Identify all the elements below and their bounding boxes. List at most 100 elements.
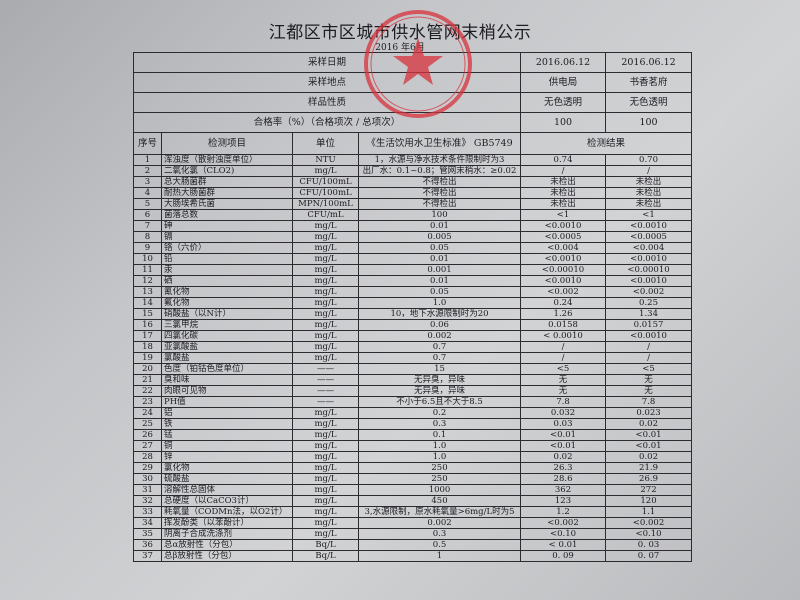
row-unit: mg/L: [292, 473, 359, 485]
row-standard: 0.002: [357, 330, 522, 342]
row-item: 色度（铂钴色度单位）: [161, 363, 293, 375]
row-result-1: 1.2: [520, 506, 607, 518]
table-row: 26 锰 mg/L 0.1 <0.01 <0.01: [133, 429, 693, 441]
table-row: 20 色度（铂钴色度单位） —— 15 <5 <5: [133, 363, 693, 375]
row-result-1: 0.0158: [520, 319, 607, 331]
row-result-2: 272: [605, 484, 693, 496]
row-result-1: /: [520, 165, 607, 177]
row-result-2: 0.02: [605, 418, 693, 430]
row-result-2: <0.01: [605, 440, 693, 452]
row-item: 铬（六价）: [161, 242, 293, 254]
row-result-2: <0.0010: [605, 220, 693, 232]
header-label: 合格率（%）（合格项次 / 总项次）: [132, 112, 522, 133]
row-item: 锰: [161, 429, 293, 441]
row-unit: mg/L: [292, 451, 359, 463]
row-item: 耗氧量（CODMn法，以O2计）: [161, 506, 293, 518]
row-item: 三氯甲烷: [161, 319, 293, 331]
row-unit: mg/L: [292, 495, 359, 507]
row-result-2: 7.8: [605, 396, 693, 408]
header-label: 采样地点: [132, 72, 522, 93]
row-item: 浑浊度（散射浊度单位）: [161, 154, 293, 166]
header-value-2: 无色透明: [605, 92, 693, 113]
row-no: 9: [133, 242, 162, 254]
row-item: 阴离子合成洗涤剂: [161, 528, 293, 540]
row-standard: 250: [357, 462, 522, 474]
row-item: 溶解性总固体: [161, 484, 293, 496]
header-row: 采样地点 供电局 书香茗府: [132, 72, 693, 93]
row-standard: 0.05: [357, 242, 522, 254]
row-no: 28: [133, 451, 162, 463]
row-standard: 0.005: [357, 231, 522, 243]
row-item: 硝酸盐（以N计）: [161, 308, 293, 320]
col-item: 检测项目: [161, 132, 293, 155]
row-unit: mg/L: [292, 297, 359, 309]
row-no: 34: [133, 517, 162, 529]
row-item: 耐热大肠菌群: [161, 187, 293, 199]
row-item: 砷: [161, 220, 293, 232]
row-unit: mg/L: [292, 319, 359, 331]
row-standard: 3,水源限制，原水耗氧量>6mg/L时为5: [357, 506, 522, 518]
row-unit: mg/L: [292, 308, 359, 320]
row-no: 18: [133, 341, 162, 353]
row-result-1: 无: [520, 374, 607, 386]
header-label: 采样日期: [132, 52, 522, 73]
row-result-2: 0.25: [605, 297, 693, 309]
row-no: 6: [133, 209, 162, 221]
row-result-1: 0.24: [520, 297, 607, 309]
row-standard: 1.0: [357, 297, 522, 309]
row-result-1: <5: [520, 363, 607, 375]
row-result-2: <0.10: [605, 528, 693, 540]
row-standard: 不得检出: [357, 187, 522, 199]
row-item: 总硬度（以CaCO3计）: [161, 495, 293, 507]
table-row: 13 氰化物 mg/L 0.05 <0.002 <0.002: [133, 286, 693, 298]
row-result-2: <0.0010: [605, 275, 693, 287]
row-result-2: 0.70: [605, 154, 693, 166]
table-row: 23 PH值 —— 不小于6.5且不大于8.5 7.8 7.8: [133, 396, 693, 408]
table-row: 34 挥发酚类（以苯酚计） mg/L 0.002 <0.002 <0.002: [133, 517, 693, 529]
table-row: 30 硫酸盐 mg/L 250 28.6 26.9: [133, 473, 693, 485]
row-result-2: 1.1: [605, 506, 693, 518]
row-no: 15: [133, 308, 162, 320]
row-item: 氟化物: [161, 297, 293, 309]
row-no: 17: [133, 330, 162, 342]
row-standard: 0.3: [357, 528, 522, 540]
row-no: 25: [133, 418, 162, 430]
row-unit: mg/L: [292, 231, 359, 243]
row-no: 35: [133, 528, 162, 540]
row-item: 菌落总数: [161, 209, 293, 221]
row-result-2: <0.002: [605, 517, 693, 529]
row-unit: ——: [292, 363, 359, 375]
row-result-2: 未检出: [605, 198, 693, 210]
col-no: 序号: [133, 132, 162, 155]
row-result-1: /: [520, 341, 607, 353]
table-row: 3 总大肠菌群 CFU/100mL 不得检出 未检出 未检出: [133, 176, 693, 188]
row-unit: mg/L: [292, 165, 359, 177]
row-no: 27: [133, 440, 162, 452]
table-row: 16 三氯甲烷 mg/L 0.06 0.0158 0.0157: [133, 319, 693, 331]
row-unit: mg/L: [292, 418, 359, 430]
table-row: 8 镉 mg/L 0.005 <0.0005 <0.0005: [133, 231, 693, 243]
row-item: 氯酸盐: [161, 352, 293, 364]
row-no: 10: [133, 253, 162, 265]
header-label: 样品性质: [132, 92, 522, 113]
row-result-2: <1: [605, 209, 693, 221]
row-result-2: 0.02: [605, 451, 693, 463]
header-value-2: 书香茗府: [605, 72, 693, 93]
row-item: PH值: [161, 396, 293, 408]
row-unit: mg/L: [292, 275, 359, 287]
header-value-2: 2016.06.12: [605, 52, 693, 73]
row-item: 总β放射性（分包）: [161, 550, 293, 562]
row-standard: 0.01: [357, 220, 522, 232]
row-result-1: 1.26: [520, 308, 607, 320]
row-item: 铜: [161, 440, 293, 452]
table-row: 21 臭和味 —— 无异臭，异味无无: [133, 374, 693, 386]
row-result-1: <0.00010: [520, 264, 607, 276]
row-result-1: 0.74: [520, 154, 607, 166]
table-row: 19 氯酸盐 mg/L 0.7//: [133, 352, 693, 364]
row-unit: mg/L: [292, 506, 359, 518]
row-item: 锌: [161, 451, 293, 463]
row-standard: 不得检出: [357, 176, 522, 188]
row-standard: 450: [357, 495, 522, 507]
row-no: 4: [133, 187, 162, 199]
row-no: 24: [133, 407, 162, 419]
